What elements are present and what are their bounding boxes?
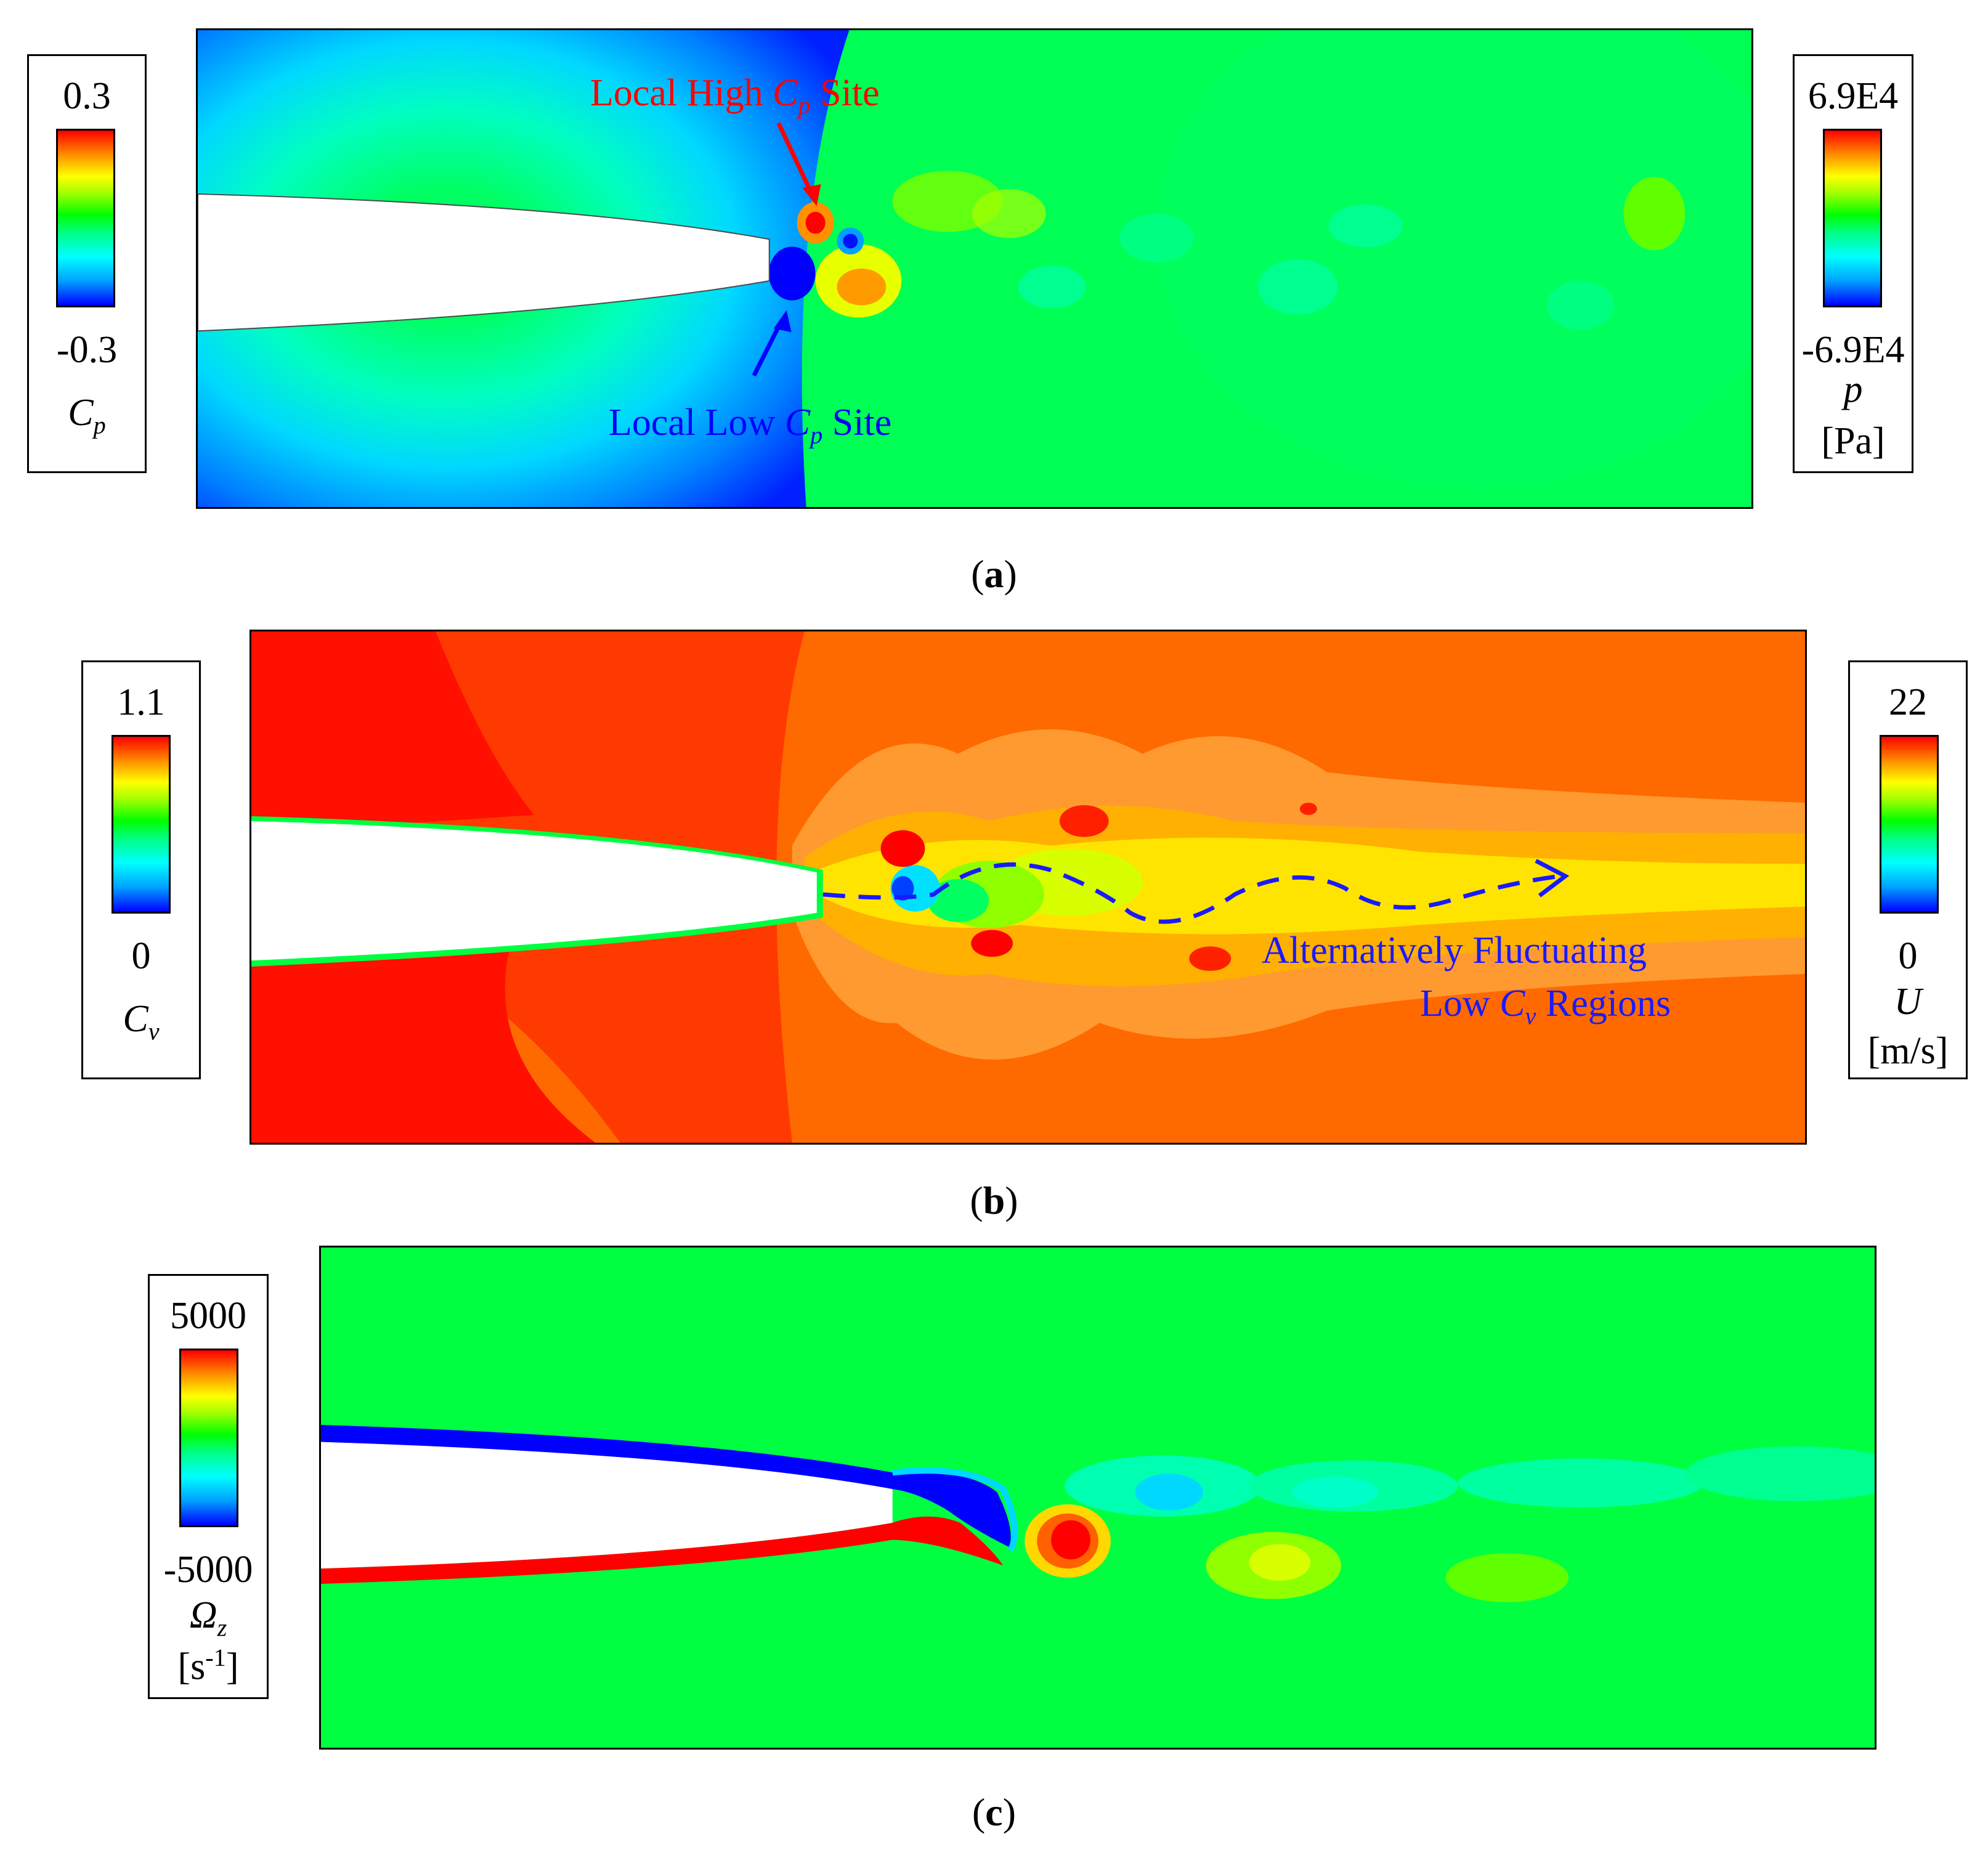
caption-a: (a) [971, 552, 1017, 596]
cv-color-bar [112, 735, 171, 914]
cv-legend: 1.1 0 Cv [81, 660, 201, 1079]
cp-color-bar [56, 129, 115, 307]
velocity-legend-unit: [m/s] [1867, 1030, 1949, 1072]
velocity-legend-max: 22 [1889, 681, 1927, 723]
pressure-legend-unit: [Pa] [1821, 420, 1885, 462]
high-cp-annotation: Local High Cp Site [590, 72, 880, 120]
pressure-legend-min: -6.9E4 [1801, 329, 1905, 371]
pressure-legend-symbol: p [1843, 368, 1863, 410]
cp-legend-max: 0.3 [63, 75, 111, 117]
vorticity-field-c [319, 1246, 1876, 1750]
hydrofoil-shape-b [251, 821, 817, 961]
pressure-field-a [196, 28, 1753, 509]
hydrofoil-shape [198, 193, 770, 332]
cv-legend-symbol: Cv [123, 998, 160, 1045]
pressure-color-bar [1823, 129, 1882, 307]
cv-annotation-line2: Low Cv Regions [1420, 983, 1671, 1030]
velocity-legend: 22 0 U [m/s] [1848, 660, 1968, 1079]
vorticity-legend-symbol: Ωz [189, 1594, 227, 1642]
cp-legend: 0.3 -0.3 Cp [27, 54, 147, 473]
high-cp-arrow [776, 122, 814, 197]
cv-annotation-line1: Alternatively Fluctuating [1262, 930, 1647, 972]
cv-legend-max: 1.1 [117, 681, 165, 723]
cv-legend-min: 0 [131, 935, 151, 977]
pressure-contour-plot [198, 30, 1751, 507]
velocity-legend-min: 0 [1898, 935, 1918, 977]
cp-legend-symbol: Cp [68, 392, 106, 439]
vorticity-legend-min: -5000 [163, 1549, 253, 1591]
vorticity-color-bar [179, 1349, 238, 1527]
caption-b: (b) [970, 1179, 1018, 1222]
vorticity-legend: 5000 -5000 Ωz [s-1] [148, 1274, 269, 1699]
low-cp-annotation: Local Low Cp Site [609, 402, 892, 449]
hydrofoil-shape-c [321, 1442, 893, 1569]
velocity-legend-symbol: U [1894, 981, 1922, 1023]
velocity-color-bar [1880, 735, 1939, 914]
vorticity-legend-max: 5000 [170, 1295, 246, 1337]
pressure-legend-max: 6.9E4 [1807, 75, 1899, 117]
low-cp-arrow [752, 319, 784, 377]
wake-path-arrow [822, 862, 1561, 924]
caption-c: (c) [972, 1790, 1016, 1834]
vorticity-contour-plot [321, 1248, 1875, 1748]
velocity-contour-plot [251, 631, 1805, 1143]
pressure-legend: 6.9E4 -6.9E4 p [Pa] [1793, 54, 1913, 473]
cp-legend-min: -0.3 [56, 329, 118, 371]
vorticity-legend-unit: [s-1] [177, 1644, 239, 1688]
velocity-field-b [250, 630, 1807, 1145]
